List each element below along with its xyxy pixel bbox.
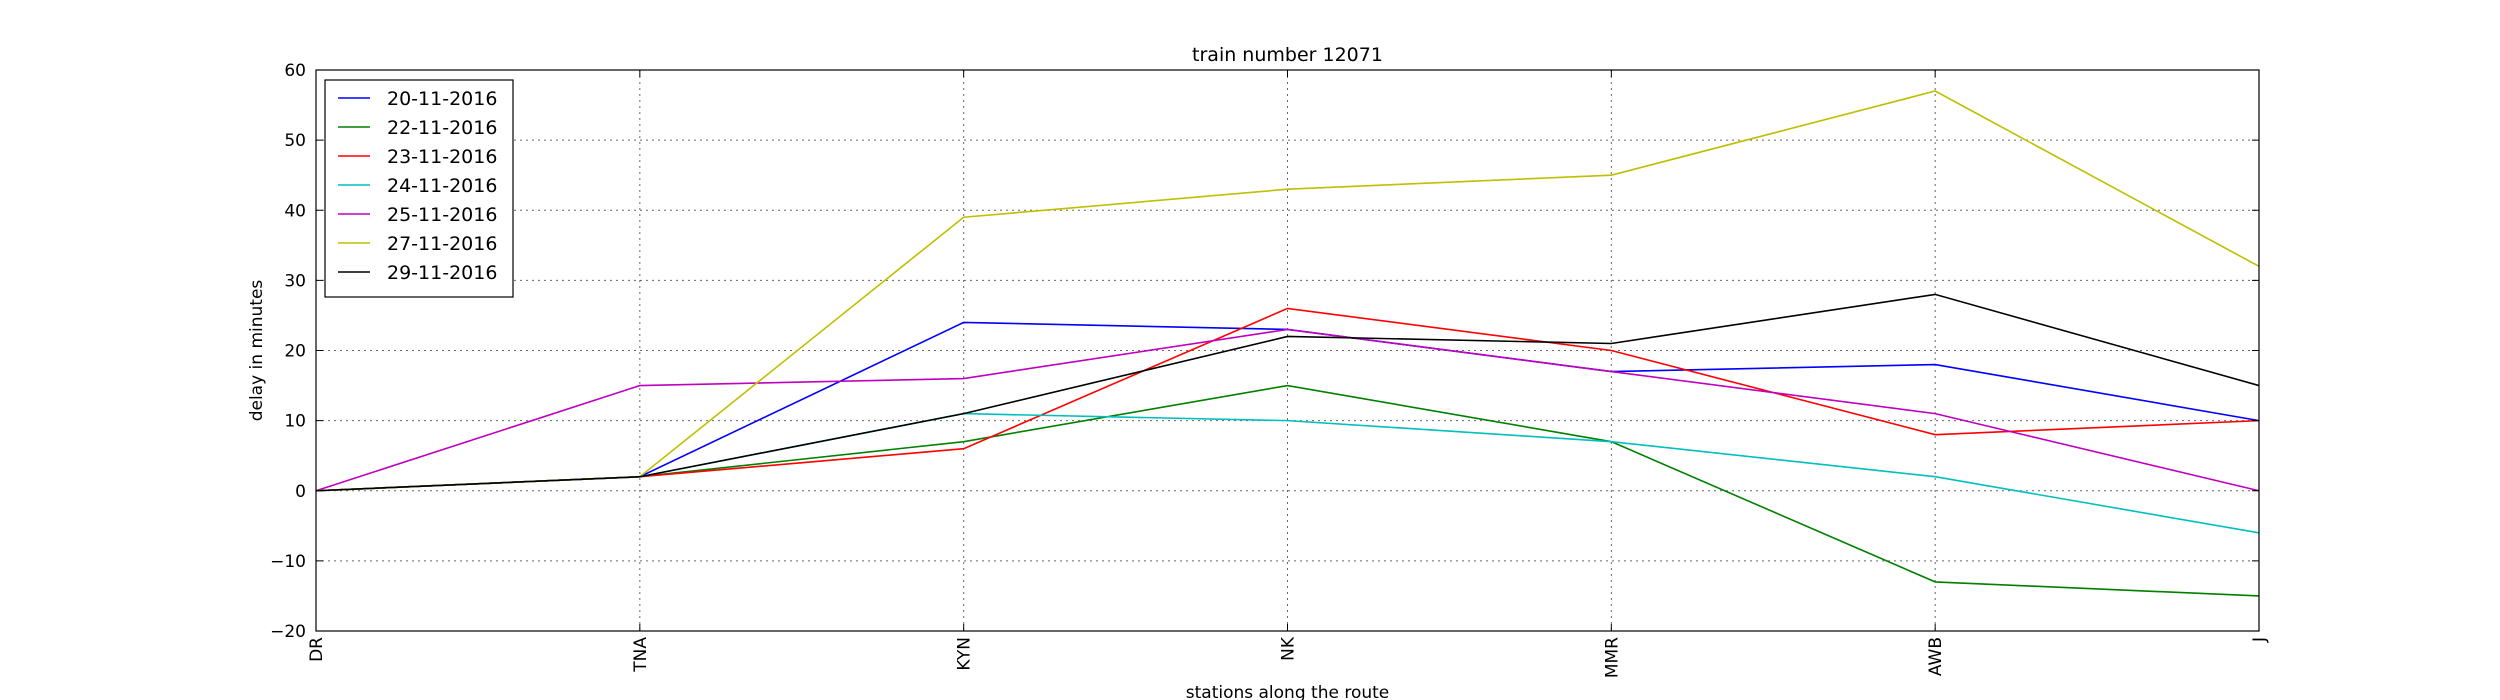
x-tick-label: KYN [955,637,975,671]
y-tick-label: 0 [295,482,306,502]
y-axis-label: delay in minutes [247,280,267,422]
y-tick-label: 50 [284,131,306,151]
x-tick-label: NK [1279,636,1299,661]
y-tick-label: 60 [284,61,306,81]
legend-label: 20-11-2016 [387,88,497,110]
y-tick-label: 30 [284,271,306,291]
y-tick-label: −10 [270,552,306,572]
x-axis-label: stations along the route [1186,683,1390,700]
legend: 20-11-2016 22-11-2016 23-11-2016 24-11-2016… [324,79,514,298]
legend-label: 23-11-2016 [387,146,497,168]
series-line [315,328,2260,492]
legend-box [324,79,514,298]
y-tick-label: 10 [284,412,306,432]
legend-label: 27-11-2016 [387,233,497,255]
axis-ticks: −20 −10 0 10 20 30 40 50 60 DR TNA KYN NK MMR AWB J [270,61,2270,678]
y-tick-label: −20 [270,622,306,642]
series-line [315,293,2260,492]
x-tick-label: DR [307,637,327,662]
x-tick-label: MMR [1602,637,1622,678]
legend-label: 25-11-2016 [387,204,497,226]
legend-label: 22-11-2016 [387,117,497,139]
y-tick-label: 20 [284,342,306,362]
x-tick-label: AWB [1926,637,1946,676]
y-tick-label: 40 [284,201,306,221]
series-lines [315,90,2260,597]
x-tick-label: TNA [631,637,651,673]
legend-label: 24-11-2016 [387,175,497,197]
legend-label: 29-11-2016 [387,262,497,284]
chart-title: train number 12071 [1192,44,1383,66]
x-tick-label: J [2250,637,2270,643]
